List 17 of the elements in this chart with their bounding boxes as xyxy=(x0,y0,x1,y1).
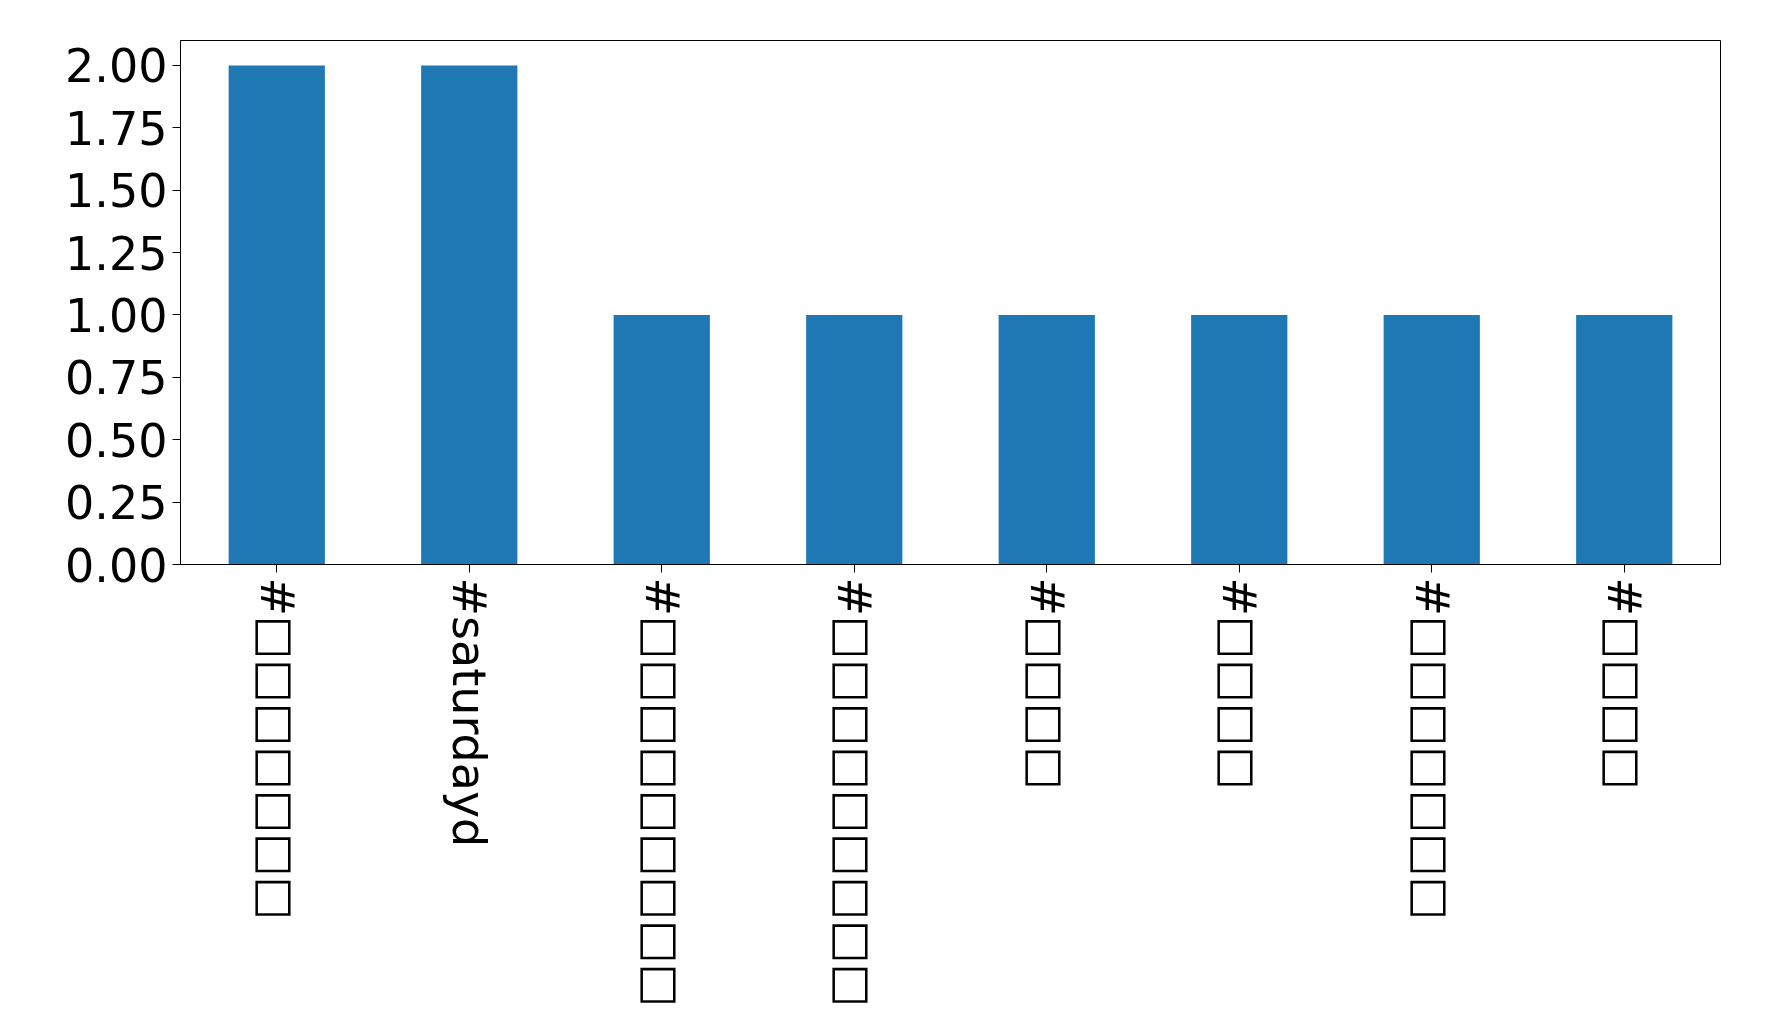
y-tick-label: 1.00 xyxy=(65,288,168,343)
x-tick-label: #□□□□□□□□□ xyxy=(634,577,689,1008)
y-tick-label: 0.75 xyxy=(65,351,168,406)
x-tick-label: #□□□□□□□ xyxy=(249,577,304,921)
x-tick-label: #□□□□□□□ xyxy=(1404,577,1459,921)
x-tick-label: #□□□□ xyxy=(1597,577,1652,790)
y-tick-label: 1.25 xyxy=(65,226,168,281)
x-tick-label: #saturdayd xyxy=(442,577,497,848)
y-tick-label: 0.00 xyxy=(65,538,168,593)
y-tick-label: 1.50 xyxy=(65,164,168,219)
x-tick-label: #□□□□□□□□□ xyxy=(827,577,882,1008)
y-tick-label: 0.25 xyxy=(65,476,168,531)
x-tick-label: #□□□□ xyxy=(1019,577,1074,790)
y-tick-label: 0.50 xyxy=(65,413,168,468)
y-tick-label: 2.00 xyxy=(65,39,168,94)
y-tick-label: 1.75 xyxy=(65,101,168,156)
x-tick-label: #□□□□ xyxy=(1212,577,1267,790)
